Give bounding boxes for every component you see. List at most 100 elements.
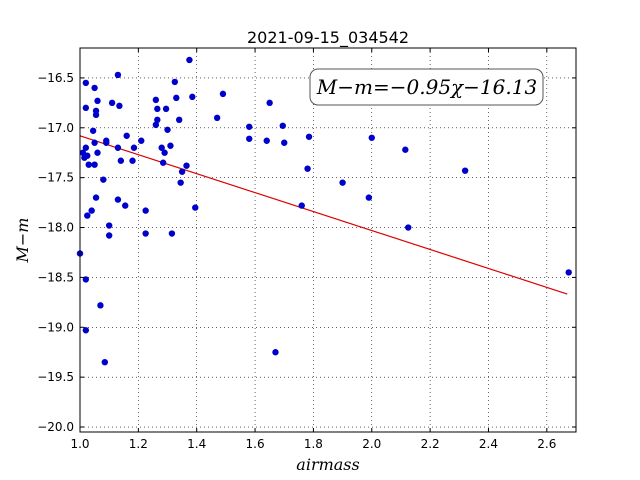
data-point	[94, 149, 101, 156]
data-point	[305, 133, 313, 140]
y-tick-label: −19.5	[37, 370, 74, 384]
data-point	[123, 132, 130, 139]
grid-lines	[79, 48, 576, 432]
data-point	[92, 111, 100, 119]
data-point	[82, 79, 90, 87]
data-point	[101, 358, 109, 366]
data-point	[266, 99, 273, 107]
data-point	[152, 121, 160, 128]
data-point	[91, 161, 98, 168]
data-point	[213, 114, 221, 122]
data-point	[365, 194, 373, 201]
data-point	[114, 196, 122, 203]
x-tick-label: 2.0	[362, 437, 381, 451]
data-point	[304, 165, 311, 172]
data-point	[339, 179, 346, 186]
y-tick-label: −17.5	[37, 171, 74, 185]
annotation-text: M−m=−0.95χ−16.13	[316, 75, 537, 99]
fit-annotation: M−m=−0.95χ−16.13	[309, 68, 544, 106]
data-point	[108, 99, 116, 107]
data-point	[263, 137, 270, 144]
data-point	[565, 269, 572, 276]
x-tick-label: 1.6	[246, 437, 265, 451]
data-point	[246, 135, 253, 142]
data-point	[92, 194, 100, 201]
y-tick-label: −18.5	[37, 270, 74, 284]
data-point	[272, 349, 279, 356]
data-point	[89, 127, 97, 134]
data-point	[82, 327, 90, 334]
plot-frame	[79, 47, 577, 433]
data-point	[84, 152, 91, 159]
data-point	[219, 90, 227, 98]
data-point	[114, 71, 122, 79]
data-point	[129, 157, 136, 164]
y-tick-label: −20.0	[37, 420, 74, 434]
data-point	[142, 230, 149, 237]
x-tick-label: 1.8	[304, 437, 323, 451]
data-point	[85, 161, 92, 168]
data-point	[88, 207, 95, 214]
x-tick-label: 1.0	[70, 437, 89, 451]
data-point	[178, 168, 186, 175]
data-point	[189, 93, 196, 101]
data-points	[76, 56, 572, 366]
data-point	[130, 144, 138, 151]
data-point	[82, 104, 90, 112]
data-point	[122, 202, 129, 209]
data-point	[91, 139, 98, 146]
chart-title: 2021-09-15_034542	[247, 28, 409, 48]
y-axis-ticks: −16.5 −17.0 −17.5 −18.0 −18.5 −19.0 −19.5 −20.0	[37, 71, 576, 434]
y-tick-label: −19.0	[37, 320, 74, 334]
data-point	[192, 204, 199, 211]
data-point	[100, 176, 107, 183]
data-point	[152, 96, 160, 104]
x-axis-label: airmass	[296, 455, 359, 474]
x-axis-ticks: 1.0 1.2 1.4 1.6 1.8 2.0 2.2 2.4 2.6	[70, 48, 556, 451]
data-point	[167, 142, 174, 149]
data-point	[114, 144, 122, 151]
y-tick-label: −17.0	[37, 121, 74, 135]
data-point	[405, 224, 412, 231]
data-point	[154, 105, 161, 113]
data-point	[103, 139, 110, 146]
data-point	[183, 162, 190, 169]
x-tick-label: 1.4	[187, 437, 206, 451]
data-point	[186, 56, 193, 64]
data-point	[82, 144, 90, 151]
data-point	[161, 149, 168, 156]
x-tick-label: 2.2	[421, 437, 440, 451]
data-point	[105, 222, 113, 229]
data-point	[461, 167, 469, 174]
data-point	[142, 207, 149, 214]
x-tick-label: 2.6	[537, 437, 556, 451]
data-point	[368, 134, 375, 141]
data-point	[116, 102, 123, 110]
data-point	[82, 276, 90, 283]
data-point	[94, 97, 101, 105]
data-point	[176, 116, 183, 124]
data-point	[168, 230, 176, 237]
data-point	[91, 84, 98, 92]
x-tick-label: 2.4	[479, 437, 498, 451]
data-point	[105, 232, 113, 239]
x-tick-label: 1.2	[129, 437, 148, 451]
data-point	[159, 159, 167, 166]
data-point	[298, 202, 305, 209]
data-point	[138, 137, 145, 144]
annotation-box	[309, 68, 544, 106]
y-axis-label: M−m	[13, 218, 32, 264]
data-point	[84, 212, 91, 219]
data-point	[164, 126, 171, 133]
data-point	[154, 116, 161, 124]
data-point	[158, 144, 165, 151]
data-point	[246, 123, 253, 130]
data-point	[162, 105, 170, 113]
data-point	[171, 78, 179, 86]
data-point	[281, 139, 288, 146]
data-point	[97, 302, 104, 309]
data-point	[117, 157, 125, 164]
data-point	[402, 146, 409, 153]
data-point	[279, 122, 286, 129]
